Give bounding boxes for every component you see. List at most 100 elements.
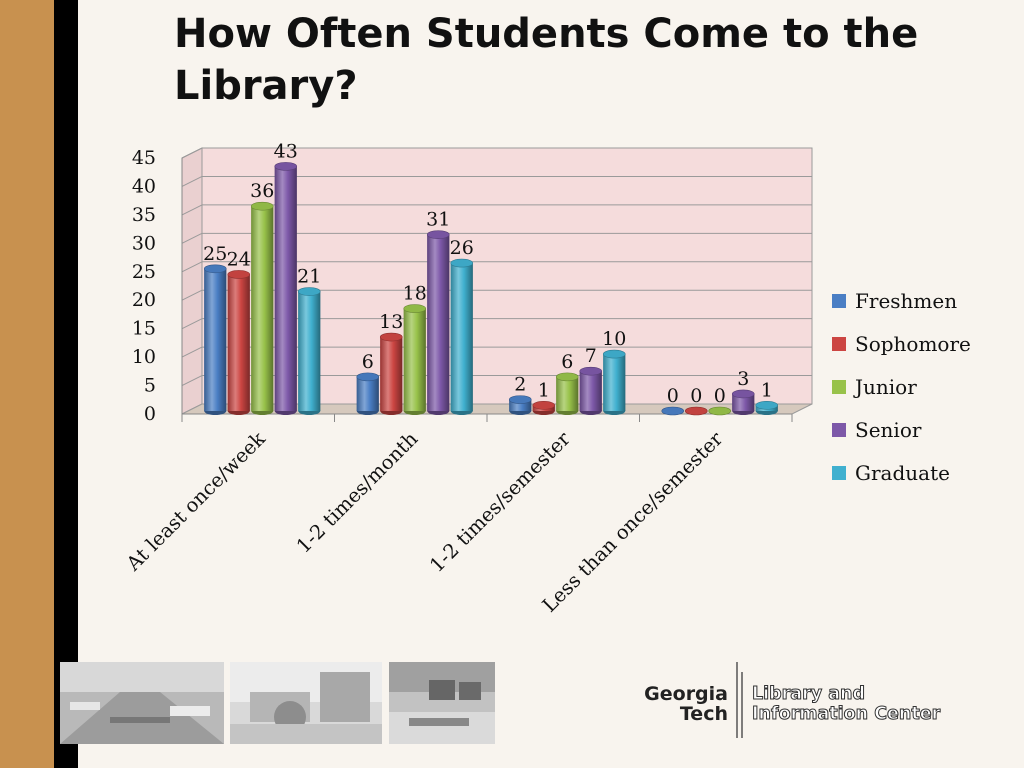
bar-top: [250, 201, 274, 211]
data-label: 1: [761, 379, 773, 401]
gridline-side: [181, 318, 203, 330]
library-center-logo-text: Library and Information Center: [752, 684, 1002, 725]
bar-top: [403, 304, 427, 313]
gridline-side: [181, 232, 203, 244]
bar-body: [556, 376, 579, 411]
data-label: 0: [690, 385, 702, 407]
legend-swatch: [832, 337, 846, 351]
logo-line-tech: Tech: [679, 703, 728, 725]
y-tick-label: 25: [132, 261, 156, 283]
y-tick-label: 5: [144, 375, 156, 397]
logo-tower-icon: [736, 662, 743, 738]
data-label: 24: [227, 248, 251, 270]
data-label: 18: [403, 283, 427, 305]
data-label: 0: [714, 385, 726, 407]
bar-top: [356, 372, 380, 382]
bar-body: [227, 274, 250, 411]
data-label: 25: [203, 243, 227, 265]
bar-body: [732, 393, 755, 411]
data-label: 10: [602, 328, 626, 350]
x-category-label: 1-2 times/semester: [425, 427, 575, 577]
bar-top: [602, 349, 626, 359]
bar-top: [379, 332, 403, 342]
georgia-tech-logo: Georgia Tech: [624, 684, 728, 724]
gridline-side: [181, 375, 203, 387]
bar-top: [708, 406, 732, 416]
y-tick-label: 40: [132, 175, 156, 197]
data-label: 7: [585, 345, 597, 367]
bar-top: [203, 264, 227, 274]
sidebar-black-stripe: [54, 0, 78, 768]
gridline-side: [181, 261, 203, 273]
data-label: 0: [667, 385, 679, 407]
bar-body: [579, 371, 602, 411]
bar-top: [274, 162, 298, 171]
data-label: 3: [737, 368, 749, 390]
bar-top: [532, 401, 556, 410]
gridline-side: [181, 175, 203, 187]
x-category-label: Less than once/semester: [538, 427, 728, 617]
bar-body: [274, 166, 297, 411]
bar-body: [427, 234, 450, 411]
gridline-side: [181, 346, 203, 358]
sidebar-tan-stripe: [0, 0, 54, 768]
library-photo-building: [230, 662, 382, 744]
gridline-side: [181, 204, 203, 216]
data-label: 43: [274, 140, 298, 162]
data-label: 21: [297, 266, 321, 288]
bar-body: [380, 337, 403, 411]
legend-label: Graduate: [855, 461, 950, 485]
bar-top: [684, 406, 708, 416]
bar-top: [227, 270, 251, 279]
gridline-side: [181, 289, 203, 301]
bar-body: [450, 263, 473, 411]
data-label: 36: [250, 180, 274, 202]
bar-top: [450, 258, 474, 268]
data-label: 26: [450, 237, 474, 259]
y-tick-label: 0: [144, 403, 156, 425]
bar-top: [555, 372, 579, 382]
y-tick-label: 45: [132, 147, 156, 169]
legend-swatch: [832, 380, 846, 394]
legend-label: Junior: [853, 375, 917, 399]
bar-top: [661, 406, 685, 416]
x-category-label: At least once/week: [121, 427, 270, 576]
legend-swatch: [832, 466, 846, 480]
bar-body: [298, 291, 321, 411]
data-label: 6: [362, 351, 374, 373]
legend-swatch: [832, 294, 846, 308]
data-label: 13: [379, 311, 403, 333]
bar-top: [508, 395, 532, 404]
bar-body: [603, 354, 626, 411]
data-label: 2: [514, 374, 526, 396]
gridline-side: [181, 147, 203, 159]
bar-body: [204, 268, 227, 411]
y-tick-label: 35: [132, 204, 156, 226]
bar-body: [356, 376, 379, 411]
y-tick-label: 10: [132, 346, 156, 368]
data-label: 6: [561, 351, 573, 373]
library-photo-interior: [60, 662, 224, 744]
logo-line-georgia: Georgia: [644, 683, 728, 705]
logo-text-information-center: Information Center: [752, 704, 941, 725]
bar-body: [509, 399, 532, 411]
legend-label: Freshmen: [855, 289, 957, 313]
bar-top: [426, 230, 450, 239]
bar-body: [251, 206, 274, 411]
y-tick-label: 15: [132, 318, 156, 340]
legend-swatch: [832, 423, 846, 437]
bar-body: [403, 308, 426, 411]
bar-top: [297, 287, 321, 296]
chart-side-wall: [181, 147, 203, 415]
slide-title: How Often Students Come to the Library?: [174, 11, 919, 109]
y-tick-label: 20: [132, 289, 156, 311]
data-label: 1: [538, 379, 550, 401]
x-category-label: 1-2 times/month: [292, 427, 423, 558]
bar-top: [579, 366, 603, 376]
bar-top: [755, 401, 779, 410]
bar-top: [731, 389, 755, 399]
library-photo-computers: [389, 662, 495, 744]
logo-text-library-and: Library and: [752, 684, 866, 705]
legend-label: Sophomore: [855, 332, 971, 356]
